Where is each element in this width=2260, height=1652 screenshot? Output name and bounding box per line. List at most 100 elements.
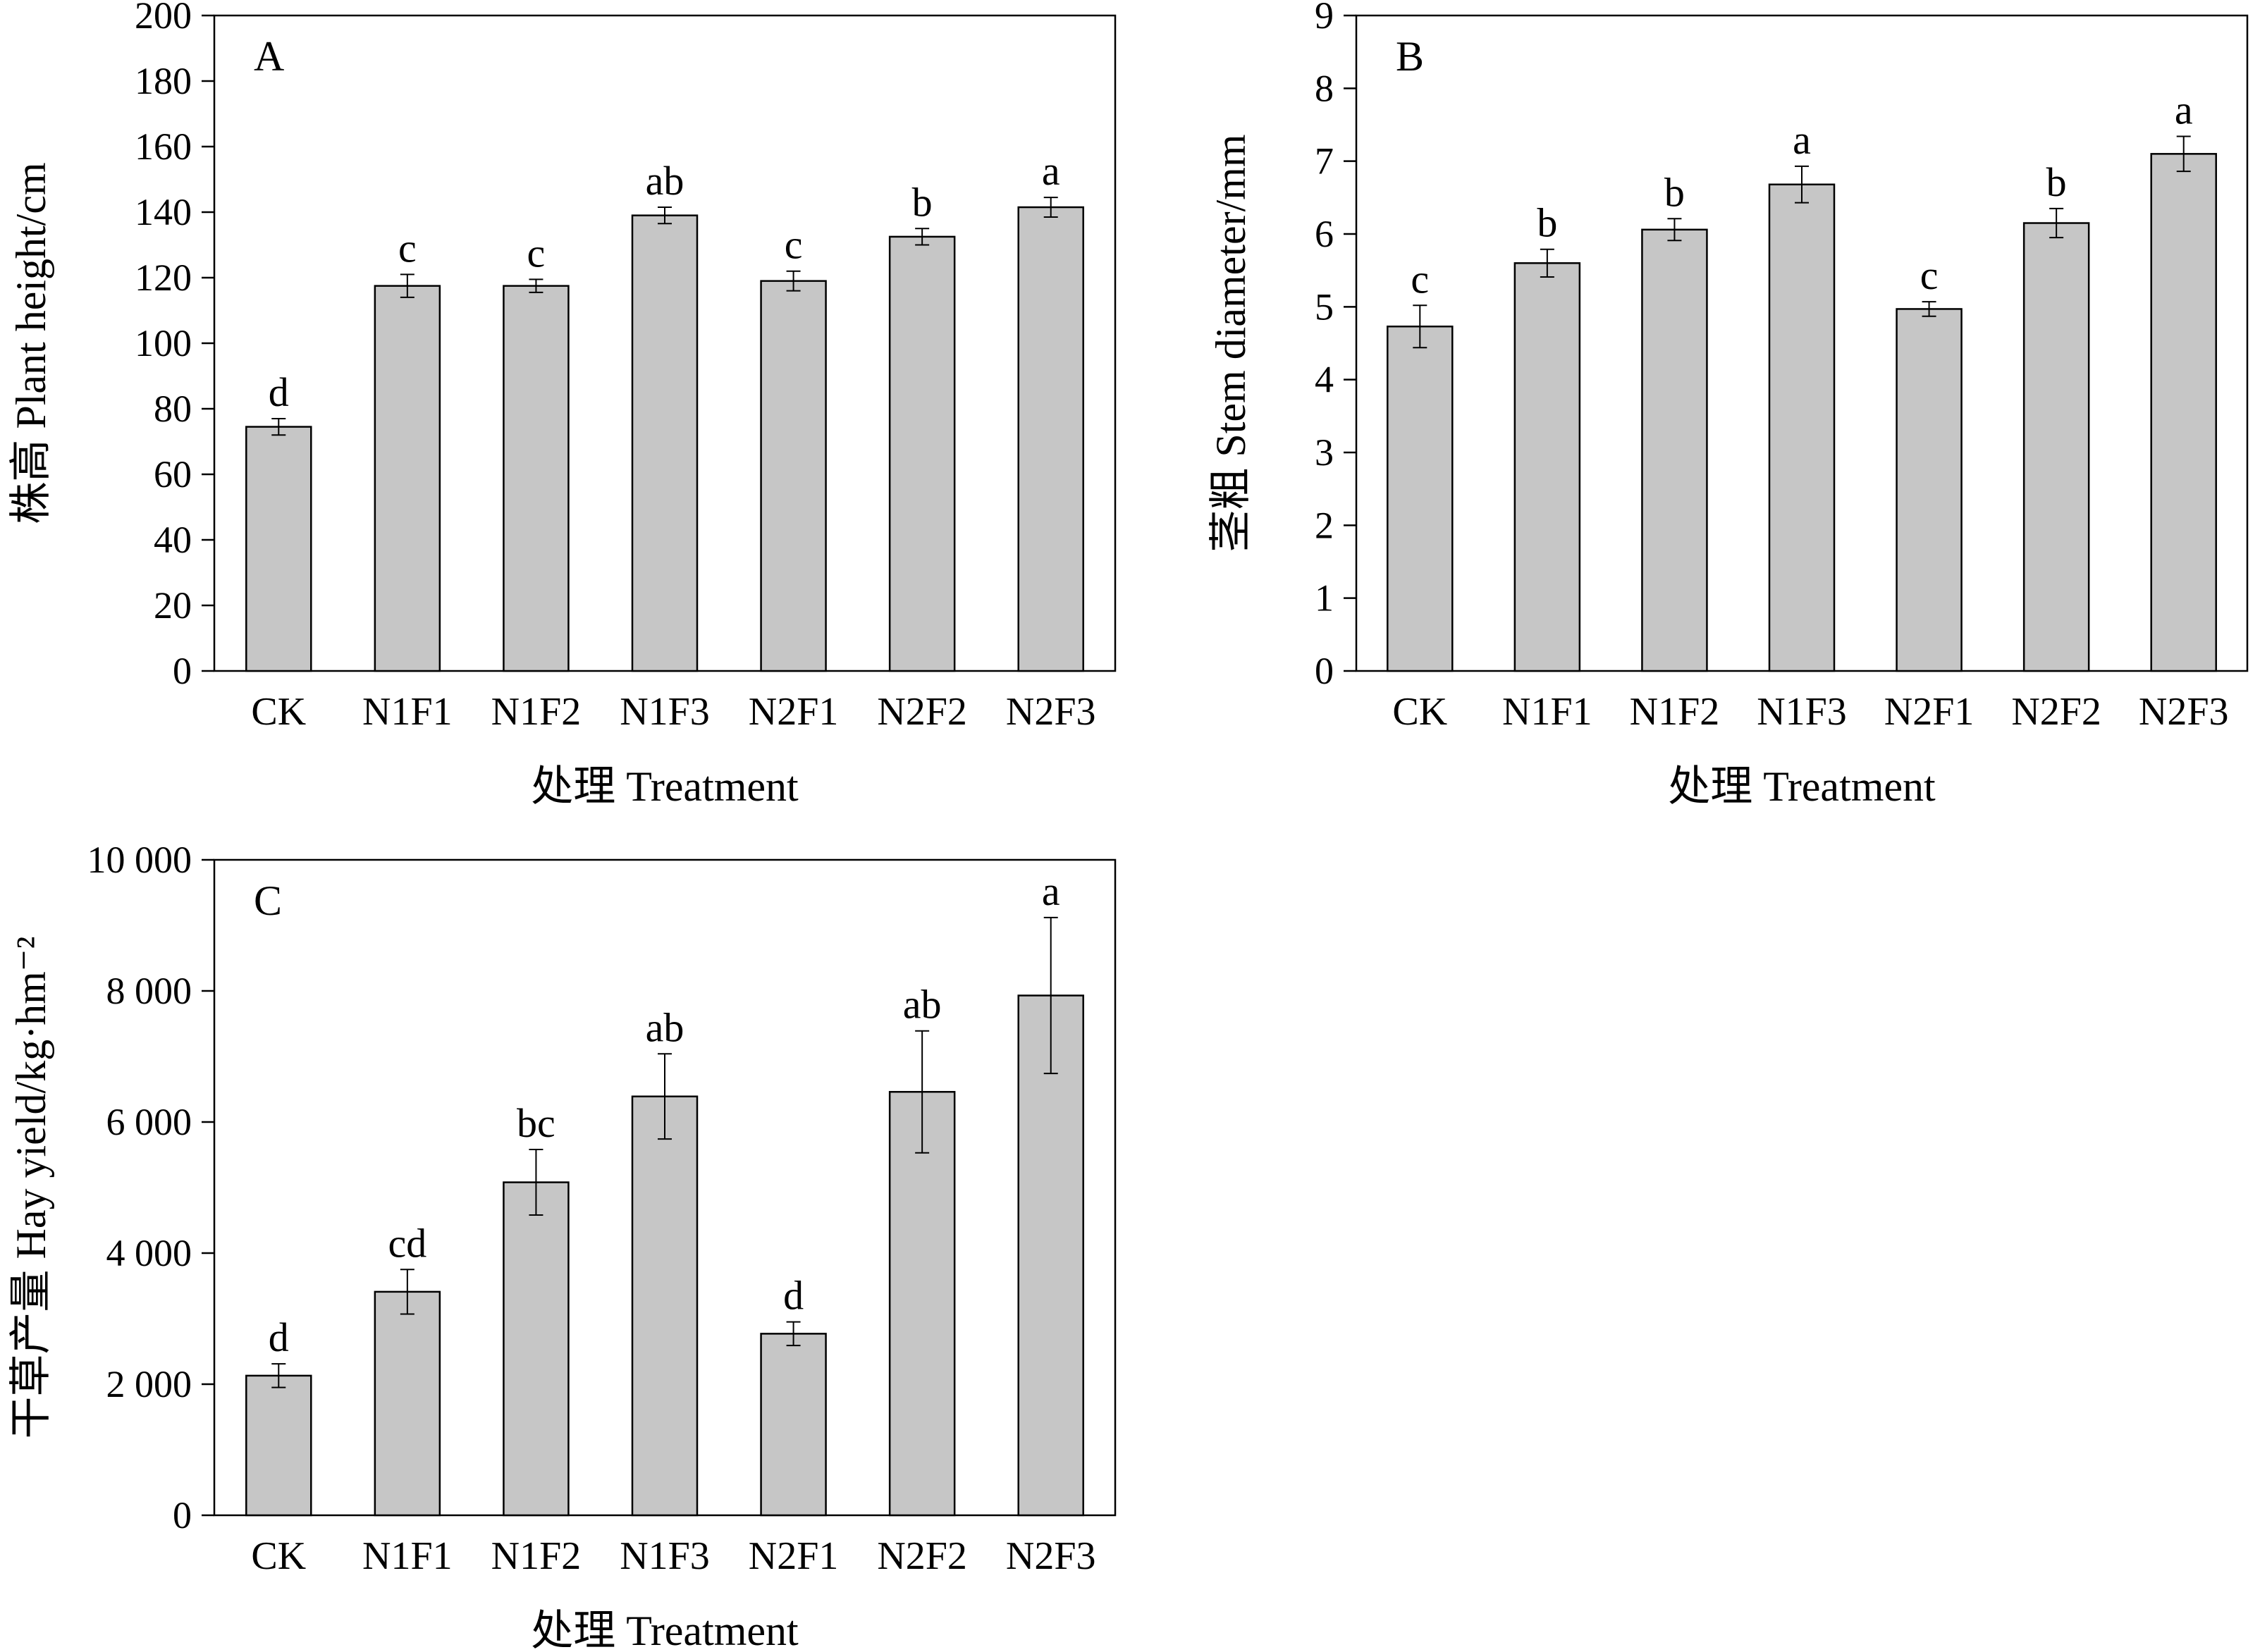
y-tick-label: 0 bbox=[173, 1494, 192, 1536]
x-category-label: CK bbox=[251, 1534, 306, 1578]
y-tick-label: 0 bbox=[173, 650, 192, 692]
x-axis-title: 处理 Treatment bbox=[531, 1608, 799, 1652]
x-category-label: N1F2 bbox=[1630, 690, 1720, 734]
x-category-label: N1F1 bbox=[362, 1534, 453, 1578]
y-axis-title: 茎粗 Stem diameter/mm bbox=[1208, 134, 1254, 552]
significance-letter: a bbox=[1042, 148, 1060, 194]
bar-n1f1 bbox=[374, 285, 441, 672]
y-tick-label: 6 bbox=[1315, 213, 1334, 255]
bar-n1f1 bbox=[1513, 262, 1581, 672]
bar-n1f2 bbox=[1641, 228, 1708, 672]
x-category-label: N2F2 bbox=[877, 690, 967, 734]
x-category-label: N1F2 bbox=[491, 1534, 582, 1578]
panel-letter: B bbox=[1396, 33, 1424, 80]
significance-letter: c bbox=[527, 230, 546, 276]
bar-n2f2 bbox=[888, 235, 956, 672]
x-category-label: N2F3 bbox=[1006, 690, 1096, 734]
y-tick-label: 40 bbox=[154, 519, 192, 561]
y-tick-label: 3 bbox=[1315, 431, 1334, 474]
significance-letter: a bbox=[1042, 868, 1060, 914]
bar-n2f3 bbox=[1017, 206, 1084, 672]
significance-letter: d bbox=[269, 1314, 289, 1360]
bar-ck bbox=[245, 1374, 312, 1517]
y-axis-title: 株高 Plant height/cm bbox=[8, 162, 54, 524]
y-tick-label: 0 bbox=[1315, 650, 1334, 692]
bar-n1f3 bbox=[1768, 183, 1836, 672]
bar-n1f2 bbox=[503, 1181, 570, 1517]
panel-letter: A bbox=[254, 33, 284, 80]
chart-panel-b: 0 1 2 3 4 5 6 7 8 9 c CK b N1F1 b N1F2 a N1F3 c N2F1 b N2F2 a N… bbox=[1208, 0, 2249, 810]
x-category-label: CK bbox=[1392, 690, 1447, 734]
x-category-label: N2F3 bbox=[2139, 690, 2229, 734]
chart-panel-c: 0 2 000 4 000 6 000 8 000 10 000 d CK cd N1F1 bc N1… bbox=[8, 839, 1117, 1652]
y-tick-label: 140 bbox=[135, 191, 192, 233]
x-category-label: N2F2 bbox=[877, 1534, 967, 1578]
significance-letter: b bbox=[1664, 169, 1685, 215]
significance-letter: c bbox=[1411, 256, 1429, 302]
bar-n1f3 bbox=[631, 1095, 699, 1517]
y-tick-label: 10 000 bbox=[87, 839, 192, 881]
y-tick-label: 2 bbox=[1315, 504, 1334, 546]
significance-letter: b bbox=[2046, 159, 2067, 205]
chart-panel-a: 0 20 40 60 80 100 120 140 160 180 200 d CK c N1F1 c N1F2… bbox=[8, 0, 1117, 810]
y-tick-label: 100 bbox=[135, 322, 192, 364]
x-category-label: N1F1 bbox=[1502, 690, 1592, 734]
x-category-label: N2F1 bbox=[749, 1534, 839, 1578]
x-category-label: N2F2 bbox=[2011, 690, 2101, 734]
x-category-label: N2F1 bbox=[1884, 690, 1975, 734]
y-axis-title: 干草产量 Hay yield/kg·hm⁻² bbox=[8, 937, 54, 1439]
bar-n2f1 bbox=[760, 280, 827, 672]
x-category-label: N2F3 bbox=[1006, 1534, 1096, 1578]
y-tick-label: 200 bbox=[135, 0, 192, 37]
y-tick-label: 160 bbox=[135, 125, 192, 168]
significance-letter: d bbox=[269, 369, 289, 415]
x-category-label: N1F3 bbox=[620, 690, 710, 734]
bar-ck bbox=[245, 426, 312, 672]
significance-letter: b bbox=[1537, 200, 1557, 246]
panel-letter: C bbox=[254, 877, 282, 924]
y-tick-label: 80 bbox=[154, 388, 192, 430]
x-category-label: CK bbox=[251, 690, 306, 734]
bar-n2f3 bbox=[2150, 153, 2217, 672]
significance-letter: d bbox=[783, 1273, 804, 1319]
significance-letter: c bbox=[785, 222, 803, 268]
bar-ck bbox=[1387, 325, 1454, 672]
bar-n2f1 bbox=[760, 1333, 827, 1517]
significance-letter: ab bbox=[903, 982, 942, 1028]
y-tick-label: 180 bbox=[135, 60, 192, 102]
bar-n1f2 bbox=[503, 285, 570, 672]
y-tick-label: 9 bbox=[1315, 0, 1334, 37]
y-tick-label: 1 bbox=[1315, 577, 1334, 620]
y-tick-label: 7 bbox=[1315, 140, 1334, 183]
y-tick-label: 4 bbox=[1315, 359, 1334, 401]
significance-letter: ab bbox=[646, 158, 684, 204]
significance-letter: c bbox=[1920, 252, 1939, 298]
y-tick-label: 2 000 bbox=[106, 1363, 192, 1405]
bar-n2f2 bbox=[2022, 222, 2090, 672]
y-tick-label: 60 bbox=[154, 453, 192, 495]
bar-n2f1 bbox=[1896, 308, 1963, 672]
x-category-label: N1F2 bbox=[491, 690, 582, 734]
x-category-label: N1F1 bbox=[362, 690, 453, 734]
y-tick-label: 8 000 bbox=[106, 970, 192, 1012]
significance-letter: ab bbox=[646, 1004, 684, 1050]
significance-letter: cd bbox=[388, 1220, 426, 1266]
x-category-label: N1F3 bbox=[1757, 690, 1847, 734]
significance-letter: c bbox=[398, 225, 417, 271]
significance-letter: a bbox=[1793, 117, 1811, 163]
significance-letter: bc bbox=[517, 1100, 555, 1146]
y-tick-label: 20 bbox=[154, 584, 192, 627]
x-axis-title: 处理 Treatment bbox=[531, 763, 799, 810]
y-tick-label: 8 bbox=[1315, 67, 1334, 109]
bar-n2f2 bbox=[888, 1090, 956, 1517]
y-tick-label: 5 bbox=[1315, 285, 1334, 328]
y-tick-label: 120 bbox=[135, 257, 192, 299]
x-axis-title: 处理 Treatment bbox=[1668, 763, 1936, 810]
y-tick-label: 4 000 bbox=[106, 1232, 192, 1274]
x-category-label: N1F3 bbox=[620, 1534, 710, 1578]
significance-letter: b bbox=[912, 179, 933, 225]
x-category-label: N2F1 bbox=[749, 690, 839, 734]
significance-letter: a bbox=[2175, 87, 2193, 133]
bar-n1f3 bbox=[631, 214, 699, 672]
